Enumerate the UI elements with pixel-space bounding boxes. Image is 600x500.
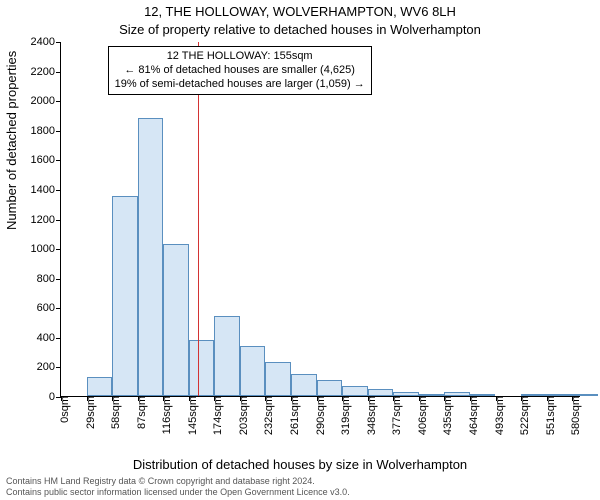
y-tick-mark [56,72,61,73]
y-tick-mark [56,101,61,102]
x-tick-mark [496,396,497,401]
y-tick-mark [56,42,61,43]
x-tick-label: 203sqm [236,396,250,435]
y-tick-label: 1200 [15,214,61,226]
y-tick-label: 0 [15,391,61,403]
histogram-bar [112,196,138,396]
annotation-line1: 12 THE HOLLOWAY: 155sqm [115,50,365,64]
annotation-line2: ← 81% of detached houses are smaller (4,… [115,64,365,78]
x-tick-label: 87sqm [134,396,148,429]
x-tick-label: 493sqm [492,396,506,435]
y-tick-mark [56,160,61,161]
x-tick-mark [572,396,573,401]
x-tick-mark [317,396,318,401]
y-tick-mark [56,190,61,191]
x-tick-label: 58sqm [108,396,122,429]
y-tick-label: 2400 [15,36,61,48]
x-axis-label: Distribution of detached houses by size … [0,457,600,472]
x-tick-label: 551sqm [543,396,557,435]
x-tick-mark [87,396,88,401]
histogram-bar [138,118,164,396]
x-tick-label: 290sqm [313,396,327,435]
y-tick-label: 2200 [15,66,61,78]
histogram-bar [265,362,291,396]
x-tick-label: 116sqm [159,396,173,434]
y-tick-mark [56,338,61,339]
y-tick-label: 1000 [15,243,61,255]
histogram-bar [368,389,394,396]
x-tick-label: 435sqm [440,396,454,435]
x-tick-mark [342,396,343,401]
histogram-bar [317,380,343,396]
y-tick-label: 600 [15,302,61,314]
y-tick-label: 2000 [15,95,61,107]
x-tick-mark [368,396,369,401]
x-tick-mark [419,396,420,401]
x-tick-mark [265,396,266,401]
histogram-bar [342,386,368,396]
x-tick-label: 319sqm [338,396,352,435]
x-tick-label: 29sqm [83,396,97,429]
x-tick-mark [240,396,241,401]
x-tick-mark [214,396,215,401]
x-tick-label: 580sqm [568,396,582,435]
x-tick-label: 232sqm [261,396,275,435]
x-tick-mark [470,396,471,401]
footer-attribution: Contains HM Land Registry data © Crown c… [6,476,594,498]
y-tick-mark [56,308,61,309]
annotation-line3: 19% of semi-detached houses are larger (… [115,78,365,92]
x-tick-mark [521,396,522,401]
annotation-box: 12 THE HOLLOWAY: 155sqm ← 81% of detache… [108,46,372,95]
x-tick-mark [393,396,394,401]
y-tick-mark [56,279,61,280]
y-tick-mark [56,249,61,250]
y-tick-mark [56,220,61,221]
chart-title-line2: Size of property relative to detached ho… [0,22,600,37]
y-tick-label: 200 [15,361,61,373]
y-tick-mark [56,367,61,368]
y-tick-label: 800 [15,273,61,285]
chart-container: 12, THE HOLLOWAY, WOLVERHAMPTON, WV6 8LH… [0,0,600,500]
footer-line1: Contains HM Land Registry data © Crown c… [6,476,594,487]
x-tick-label: 522sqm [517,396,531,435]
x-tick-label: 261sqm [287,396,301,435]
x-tick-mark [547,396,548,401]
x-tick-label: 377sqm [389,396,403,435]
histogram-bar [189,340,215,396]
x-tick-label: 406sqm [415,396,429,435]
footer-line2: Contains public sector information licen… [6,487,594,498]
y-tick-mark [56,131,61,132]
chart-title-line1: 12, THE HOLLOWAY, WOLVERHAMPTON, WV6 8LH [0,4,600,19]
y-tick-label: 1800 [15,125,61,137]
y-tick-label: 1400 [15,184,61,196]
x-tick-mark [163,396,164,401]
histogram-bar [87,377,113,396]
x-tick-label: 0sqm [57,396,71,423]
plot-area: 0200400600800100012001400160018002000220… [60,42,580,397]
x-tick-label: 174sqm [210,396,224,435]
y-tick-label: 1600 [15,154,61,166]
x-tick-mark [112,396,113,401]
x-tick-label: 464sqm [466,396,480,435]
x-tick-label: 145sqm [185,396,199,435]
x-tick-label: 348sqm [364,396,378,435]
x-tick-mark [444,396,445,401]
histogram-bar [163,244,189,396]
x-tick-mark [138,396,139,401]
y-axis-label: Number of detached properties [4,51,19,230]
x-tick-mark [291,396,292,401]
x-tick-mark [189,396,190,401]
histogram-bar [214,316,240,396]
histogram-bar [291,374,317,396]
y-tick-label: 400 [15,332,61,344]
x-tick-mark [61,396,62,401]
histogram-bar [240,346,266,396]
